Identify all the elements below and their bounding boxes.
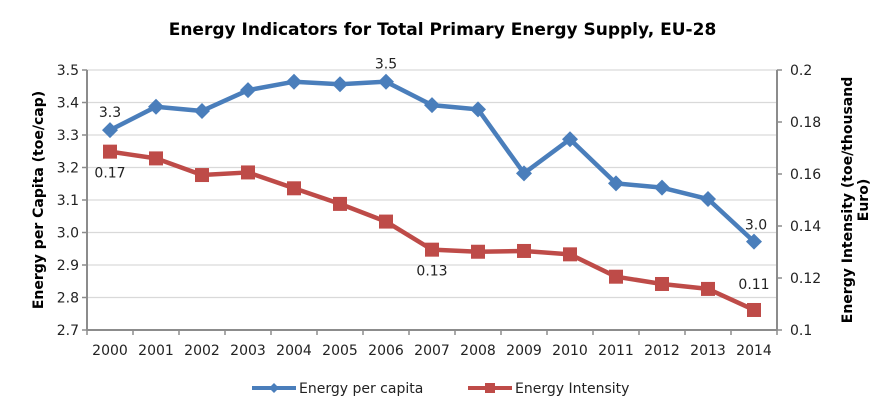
data-point-energy-intensity bbox=[195, 168, 209, 183]
data-point-energy-per-capita bbox=[700, 191, 716, 208]
legend-label-energy-intensity: Energy Intensity bbox=[515, 381, 629, 397]
data-point-energy-intensity bbox=[379, 214, 393, 229]
series-layer bbox=[102, 73, 762, 317]
data-point-energy-per-capita bbox=[746, 233, 762, 250]
x-tick-label: 2007 bbox=[414, 343, 450, 359]
right-tick-label: 0.16 bbox=[790, 167, 821, 183]
legend-item-energy-intensity[interactable]: Energy Intensity bbox=[468, 381, 629, 397]
data-point-energy-intensity bbox=[149, 151, 163, 166]
data-label-energy-per-capita: 3.5 bbox=[375, 57, 397, 73]
data-point-energy-per-capita bbox=[194, 102, 210, 119]
data-point-energy-per-capita bbox=[424, 97, 440, 114]
right-tick-label: 0.18 bbox=[790, 115, 821, 131]
left-axis-ticks: 2.7 2.8 2.9 3.0 3.1 3.2 3.3 3.4 3.5 bbox=[57, 63, 79, 339]
x-tick-label: 2011 bbox=[598, 343, 634, 359]
x-tick-label: 2008 bbox=[460, 343, 496, 359]
x-tick-label: 2002 bbox=[184, 343, 220, 359]
x-tick-label: 2001 bbox=[138, 343, 174, 359]
data-point-energy-intensity bbox=[563, 247, 577, 262]
data-point-energy-per-capita bbox=[562, 131, 578, 148]
data-point-energy-intensity bbox=[471, 244, 485, 259]
data-label-energy-intensity: 0.17 bbox=[94, 166, 125, 182]
x-tick-label: 2006 bbox=[368, 343, 404, 359]
right-axis-ticks: 0.1 0.12 0.14 0.16 0.18 0.2 bbox=[790, 63, 821, 339]
data-point-energy-per-capita bbox=[470, 101, 486, 118]
data-point-energy-intensity bbox=[655, 276, 669, 291]
chart-title: Energy Indicators for Total Primary Ener… bbox=[168, 20, 717, 40]
data-point-energy-intensity bbox=[425, 242, 439, 257]
x-tick-label: 2013 bbox=[690, 343, 726, 359]
legend-item-energy-per-capita[interactable]: Energy per capita bbox=[252, 381, 423, 397]
data-point-energy-per-capita bbox=[378, 73, 394, 90]
data-point-energy-per-capita bbox=[286, 73, 302, 90]
data-label-energy-per-capita: 3.3 bbox=[99, 105, 121, 121]
x-tick-label: 2012 bbox=[644, 343, 680, 359]
x-axis-ticks: 2000 2001 2002 2003 2004 2005 2006 2007 2008 2009… bbox=[92, 343, 772, 359]
data-point-energy-per-capita bbox=[654, 179, 670, 196]
left-tick-label: 2.7 bbox=[57, 323, 79, 339]
left-tick-label: 3.0 bbox=[57, 226, 79, 242]
data-labels: 3.3 3.5 3.0 0.17 0.13 0.11 bbox=[94, 57, 769, 293]
data-label-energy-intensity: 0.11 bbox=[738, 277, 769, 293]
data-point-energy-intensity bbox=[747, 302, 761, 317]
left-tick-label: 3.4 bbox=[57, 96, 79, 112]
x-tick-label: 2005 bbox=[322, 343, 358, 359]
right-tick-label: 0.1 bbox=[790, 323, 812, 339]
x-tick-label: 2009 bbox=[506, 343, 542, 359]
legend-diamond-icon bbox=[269, 383, 279, 393]
x-tick-label: 2010 bbox=[552, 343, 588, 359]
left-tick-label: 2.9 bbox=[57, 258, 79, 274]
legend-square-icon bbox=[485, 383, 495, 393]
axes bbox=[82, 69, 782, 335]
gridlines bbox=[87, 69, 777, 299]
data-point-energy-intensity bbox=[609, 269, 623, 284]
data-point-energy-intensity bbox=[333, 196, 347, 211]
x-tick-label: 2004 bbox=[276, 343, 312, 359]
data-point-energy-intensity bbox=[517, 243, 531, 258]
left-axis-title: Energy per Capita (toe/cap) bbox=[31, 91, 47, 309]
data-point-energy-per-capita bbox=[240, 82, 256, 99]
left-tick-label: 3.1 bbox=[57, 193, 79, 209]
right-tick-label: 0.12 bbox=[790, 271, 821, 287]
data-point-energy-per-capita bbox=[102, 122, 118, 139]
data-label-energy-per-capita: 3.0 bbox=[745, 218, 767, 234]
right-axis-title-line1: Energy Intensity (toe/thousand bbox=[840, 77, 856, 323]
data-label-energy-intensity: 0.13 bbox=[416, 264, 447, 280]
data-point-energy-per-capita bbox=[608, 175, 624, 192]
data-point-energy-per-capita bbox=[332, 76, 348, 93]
right-axis-title-line2: Euro) bbox=[856, 179, 872, 221]
data-point-energy-intensity bbox=[103, 144, 117, 159]
data-point-energy-intensity bbox=[287, 181, 301, 196]
data-point-energy-intensity bbox=[701, 281, 715, 296]
data-point-energy-per-capita bbox=[516, 165, 532, 182]
legend-label-energy-per-capita: Energy per capita bbox=[299, 381, 423, 397]
legend: Energy per capita Energy Intensity bbox=[252, 381, 629, 397]
left-tick-label: 2.8 bbox=[57, 291, 79, 307]
right-tick-label: 0.2 bbox=[790, 63, 812, 79]
right-tick-label: 0.14 bbox=[790, 219, 821, 235]
x-tick-label: 2000 bbox=[92, 343, 128, 359]
data-point-energy-intensity bbox=[241, 165, 255, 180]
left-tick-label: 3.5 bbox=[57, 63, 79, 79]
left-tick-label: 3.3 bbox=[57, 128, 79, 144]
x-tick-label: 2014 bbox=[736, 343, 772, 359]
x-tick-label: 2003 bbox=[230, 343, 266, 359]
left-tick-label: 3.2 bbox=[57, 161, 79, 177]
data-point-energy-per-capita bbox=[148, 98, 164, 115]
